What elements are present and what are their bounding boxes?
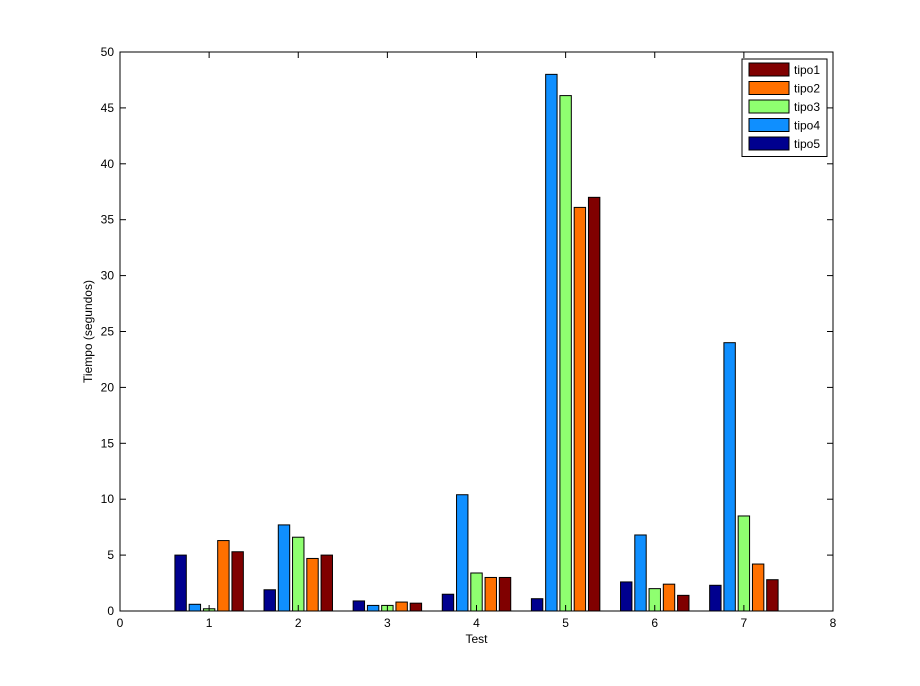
bar-tipo3-test-2 — [292, 536, 305, 612]
y-tick-label: 5 — [107, 548, 114, 562]
y-tick-label: 15 — [101, 436, 115, 450]
bar-tipo5-test-3 — [352, 600, 366, 612]
bar-tipo1-test-5 — [587, 196, 601, 612]
bar-tipo4-test-5 — [545, 73, 558, 612]
legend-label-tipo2: tipo2 — [794, 82, 820, 96]
x-tick-label: 8 — [830, 616, 837, 630]
y-tick-label: 35 — [101, 213, 115, 227]
x-tick-label: 4 — [473, 616, 480, 630]
y-tick-label: 10 — [101, 492, 115, 506]
legend: tipo1 tipo2 tipo3 tipo4 tipo5 — [741, 58, 828, 157]
bar-tipo1-test-3 — [409, 602, 423, 612]
y-tick-label: 45 — [101, 101, 115, 115]
x-tick-label: 2 — [295, 616, 302, 630]
bar-tipo2-test-1 — [217, 540, 230, 612]
bars-group — [174, 73, 779, 612]
bar-tipo1-test-4 — [498, 576, 512, 612]
bar-tipo4-test-4 — [456, 494, 469, 612]
bar-tipo5-test-5 — [530, 598, 544, 612]
y-tick-label: 50 — [101, 45, 115, 59]
legend-swatch-tipo4 — [748, 118, 790, 132]
bar-tipo2-test-7 — [751, 563, 765, 612]
y-tick-label: 30 — [101, 269, 115, 283]
y-tick-label: 40 — [101, 157, 115, 171]
plot-area — [120, 52, 833, 611]
legend-swatch-tipo5 — [748, 136, 790, 151]
bar-tipo4-test-3 — [366, 604, 380, 612]
x-tick-label: 7 — [741, 616, 748, 630]
bar-tipo2-test-6 — [662, 583, 676, 612]
x-tick-label: 3 — [384, 616, 391, 630]
bar-tipo5-test-2 — [263, 589, 276, 612]
bar-tipo2-test-5 — [573, 206, 587, 612]
bar-tipo2-test-4 — [484, 576, 497, 612]
bar-tipo1-test-1 — [231, 551, 244, 612]
bar-tipo3-test-7 — [737, 515, 751, 612]
bar-tipo4-test-6 — [634, 534, 647, 612]
legend-label-tipo3: tipo3 — [794, 100, 820, 114]
x-tick-label: 6 — [651, 616, 658, 630]
legend-label-tipo1: tipo1 — [794, 63, 820, 77]
bar-tipo4-test-7 — [723, 342, 736, 612]
bar-tipo1-test-6 — [677, 594, 690, 612]
bar-tipo1-test-2 — [320, 554, 333, 612]
bar-tipo4-test-2 — [277, 524, 291, 612]
x-tick-label: 5 — [562, 616, 569, 630]
bar-tipo5-test-6 — [620, 581, 633, 612]
legend-label-tipo5: tipo5 — [794, 137, 820, 151]
legend-label-tipo4: tipo4 — [794, 119, 820, 133]
bar-tipo2-test-2 — [306, 557, 319, 612]
bar-tipo2-test-3 — [395, 601, 408, 612]
y-tick-label: 25 — [101, 325, 115, 339]
y-tick-label: 0 — [107, 604, 114, 618]
y-tick-label: 20 — [101, 380, 115, 394]
x-axis-label: Test — [465, 632, 488, 646]
bar-tipo5-test-4 — [441, 593, 455, 612]
bar-tipo5-test-7 — [709, 584, 722, 612]
legend-swatch-tipo1 — [748, 62, 790, 77]
x-tick-label: 1 — [206, 616, 213, 630]
y-axis-label: Tiempo (segundos) — [81, 280, 95, 383]
legend-swatch-tipo2 — [748, 81, 790, 95]
x-tick-label: 0 — [117, 616, 124, 630]
bar-tipo3-test-5 — [559, 95, 572, 612]
bar-tipo4-test-1 — [188, 603, 202, 612]
bar-tipo1-test-7 — [766, 579, 779, 612]
bar-tipo5-test-1 — [174, 554, 187, 612]
legend-swatch-tipo3 — [748, 99, 790, 114]
